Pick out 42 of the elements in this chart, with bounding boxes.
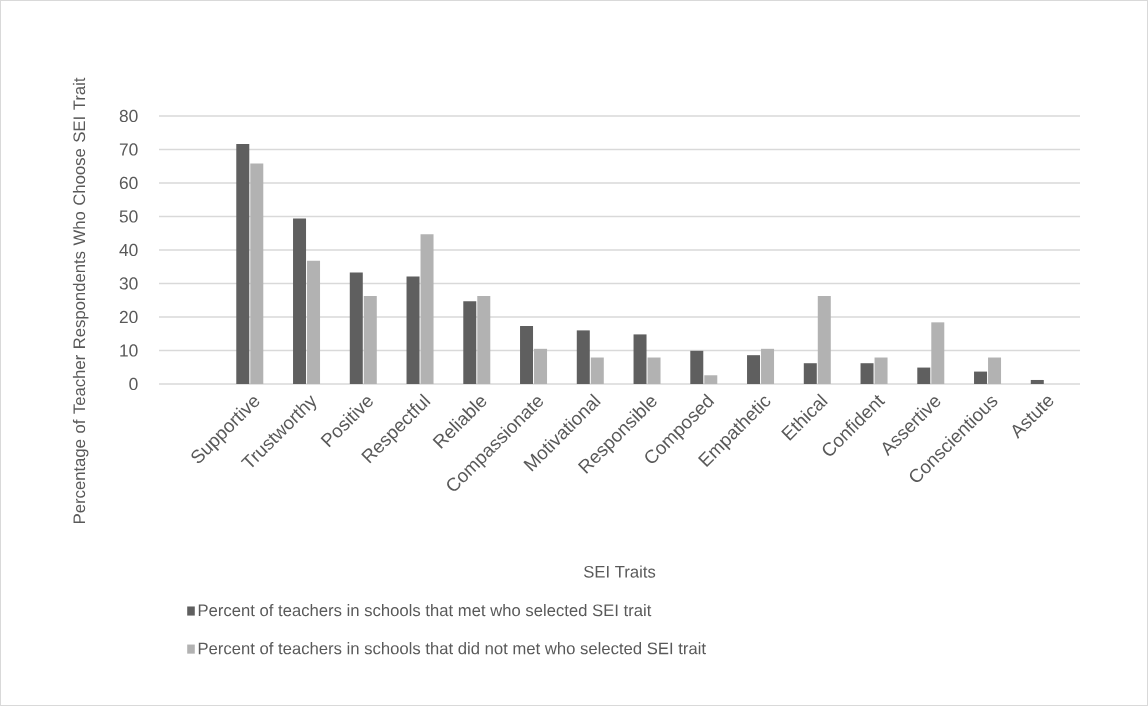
y-axis-title: Percentage of Teacher Respondents Who Choose SEI Trait [72, 77, 89, 523]
bar [817, 295, 831, 384]
bar [520, 326, 534, 384]
bar [420, 234, 434, 384]
bar [917, 367, 931, 384]
bar [761, 348, 775, 384]
bar [974, 371, 988, 384]
y-tick-label: 60 [119, 176, 138, 190]
bar [349, 272, 363, 384]
bar [590, 357, 604, 384]
y-tick-label: 70 [119, 143, 138, 156]
y-tick-label: 0 [129, 377, 138, 391]
bar [534, 348, 548, 384]
bar [293, 218, 307, 384]
bar [576, 330, 590, 384]
bar [931, 322, 945, 384]
y-tick-label: 40 [119, 243, 138, 257]
bar [803, 363, 817, 384]
bar [1030, 379, 1044, 384]
y-tick-label: 10 [120, 344, 138, 357]
legend-label: Percent of teachers in schools that met who selected SEI trait [198, 603, 652, 617]
bar [406, 276, 420, 384]
y-tick-label: 80 [119, 109, 138, 123]
bar [690, 350, 704, 384]
y-tick-label: 20 [119, 310, 138, 324]
bar [647, 357, 661, 384]
bar [307, 260, 321, 384]
bar [860, 363, 874, 384]
y-tick-label: 30 [119, 277, 138, 290]
bar [704, 375, 718, 384]
bar [477, 295, 491, 384]
bar [236, 144, 250, 384]
y-tick-label: 50 [119, 210, 138, 223]
legend-label: Percent of teachers in schools that did not met who selected SEI trait [198, 642, 706, 655]
bar [633, 334, 647, 384]
bar [250, 163, 264, 384]
bar [874, 357, 888, 384]
bar [988, 357, 1002, 384]
x-axis-title: SEI Traits [583, 565, 656, 578]
bar [463, 301, 477, 384]
bar [747, 355, 761, 384]
bar [363, 295, 377, 384]
